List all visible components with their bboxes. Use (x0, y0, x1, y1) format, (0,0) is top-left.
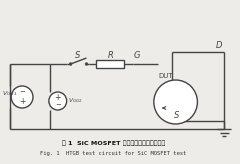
Text: R: R (107, 51, 113, 60)
Circle shape (69, 63, 72, 65)
Text: D: D (216, 41, 222, 51)
Circle shape (154, 80, 198, 124)
Text: −: − (19, 90, 25, 95)
Text: DUT: DUT (158, 73, 173, 79)
Text: +: + (54, 92, 61, 102)
Text: G: G (134, 51, 140, 61)
Text: +: + (19, 97, 25, 106)
Text: Fig. 1  HTGB test circuit for SiC MOSFET test: Fig. 1 HTGB test circuit for SiC MOSFET … (40, 151, 186, 155)
Text: S: S (75, 51, 81, 60)
Text: $V_{GG2}$: $V_{GG2}$ (68, 97, 82, 105)
Circle shape (85, 63, 88, 65)
Text: $V_{GG1}$: $V_{GG1}$ (1, 90, 17, 98)
Circle shape (49, 92, 67, 110)
Text: S: S (174, 111, 179, 120)
Text: −: − (55, 102, 61, 108)
Text: 图 1  SiC MOSFET 高温栅偏试验电路示意图: 图 1 SiC MOSFET 高温栅偏试验电路示意图 (61, 140, 165, 146)
Bar (96, 60, 124, 68)
Circle shape (11, 86, 33, 108)
